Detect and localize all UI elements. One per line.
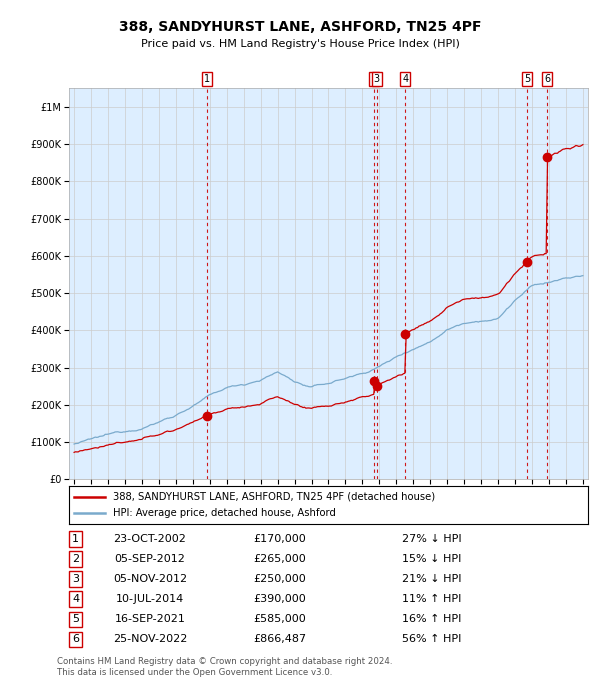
Text: £170,000: £170,000: [254, 534, 307, 544]
Text: £866,487: £866,487: [253, 634, 307, 645]
Text: 3: 3: [72, 574, 79, 584]
Text: 27% ↓ HPI: 27% ↓ HPI: [402, 534, 462, 544]
Text: 21% ↓ HPI: 21% ↓ HPI: [402, 574, 461, 584]
Text: 388, SANDYHURST LANE, ASHFORD, TN25 4PF: 388, SANDYHURST LANE, ASHFORD, TN25 4PF: [119, 20, 481, 34]
Text: 2: 2: [371, 73, 377, 84]
Text: 15% ↓ HPI: 15% ↓ HPI: [402, 554, 461, 564]
Text: 4: 4: [402, 73, 408, 84]
Text: 16% ↑ HPI: 16% ↑ HPI: [402, 614, 461, 624]
Text: 56% ↑ HPI: 56% ↑ HPI: [402, 634, 461, 645]
Text: 4: 4: [72, 594, 79, 605]
Text: 10-JUL-2014: 10-JUL-2014: [116, 594, 184, 605]
Text: 1: 1: [203, 73, 209, 84]
Text: 25-NOV-2022: 25-NOV-2022: [113, 634, 187, 645]
Text: 11% ↑ HPI: 11% ↑ HPI: [402, 594, 461, 605]
Text: 6: 6: [544, 73, 550, 84]
Text: HPI: Average price, detached house, Ashford: HPI: Average price, detached house, Ashf…: [113, 508, 336, 518]
Text: 5: 5: [524, 73, 530, 84]
Text: 3: 3: [374, 73, 380, 84]
Text: 1: 1: [72, 534, 79, 544]
Text: Contains HM Land Registry data © Crown copyright and database right 2024.
This d: Contains HM Land Registry data © Crown c…: [57, 657, 392, 677]
Text: 6: 6: [72, 634, 79, 645]
Text: 23-OCT-2002: 23-OCT-2002: [113, 534, 187, 544]
Text: 388, SANDYHURST LANE, ASHFORD, TN25 4PF (detached house): 388, SANDYHURST LANE, ASHFORD, TN25 4PF …: [113, 492, 435, 502]
Text: £585,000: £585,000: [254, 614, 307, 624]
Text: 05-NOV-2012: 05-NOV-2012: [113, 574, 187, 584]
Text: £390,000: £390,000: [254, 594, 307, 605]
Text: £250,000: £250,000: [254, 574, 307, 584]
Text: 5: 5: [72, 614, 79, 624]
Text: £265,000: £265,000: [254, 554, 307, 564]
Text: 05-SEP-2012: 05-SEP-2012: [115, 554, 185, 564]
Text: Price paid vs. HM Land Registry's House Price Index (HPI): Price paid vs. HM Land Registry's House …: [140, 39, 460, 49]
Text: 2: 2: [72, 554, 79, 564]
Text: 16-SEP-2021: 16-SEP-2021: [115, 614, 185, 624]
